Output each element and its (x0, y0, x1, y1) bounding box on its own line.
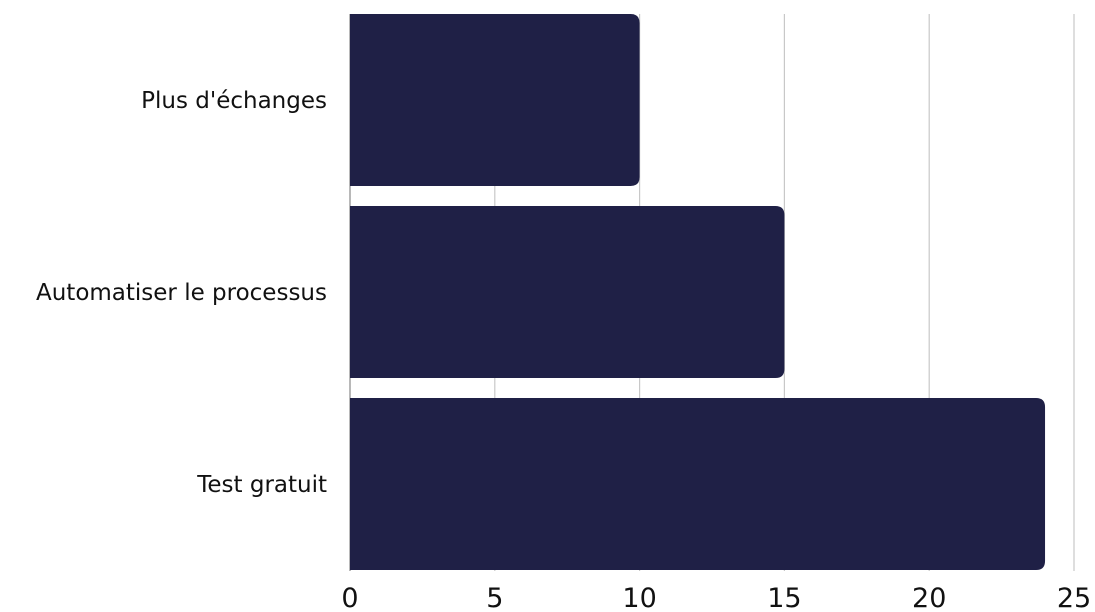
bar-3 (350, 398, 1046, 570)
x-tick-label-20: 20 (912, 583, 946, 612)
x-tick-label-0: 0 (341, 583, 358, 612)
category-label-3: Test gratuit (196, 472, 327, 498)
x-axis-tick-labels: 0 5 10 15 20 25 (341, 583, 1091, 612)
x-tick-label-15: 15 (767, 583, 801, 612)
bar-1 (350, 14, 640, 186)
category-labels: Plus d'échanges Automatiser le processus T… (36, 88, 327, 498)
bars (350, 14, 1046, 570)
x-tick-label-25: 25 (1057, 583, 1091, 612)
x-tick-label-10: 10 (622, 583, 656, 612)
x-tick-label-5: 5 (486, 583, 503, 612)
bar-2 (350, 206, 785, 378)
category-label-2: Automatiser le processus (36, 280, 327, 306)
category-label-1: Plus d'échanges (141, 88, 327, 114)
